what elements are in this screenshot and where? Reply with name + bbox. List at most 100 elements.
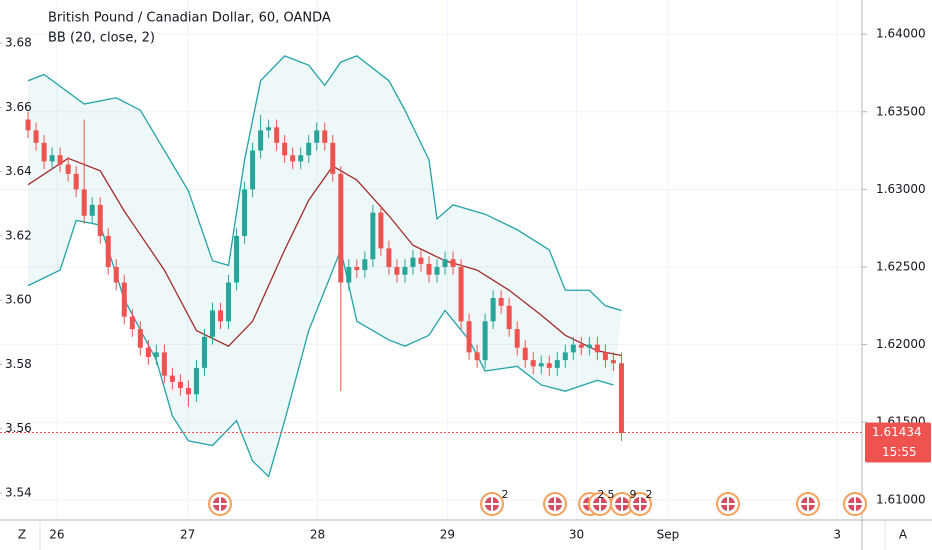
candle-body — [65, 164, 71, 174]
candle-body — [201, 336, 207, 368]
candle-body — [121, 282, 127, 317]
candle-body — [177, 381, 183, 389]
candle-body — [586, 344, 592, 348]
left-y-tick-label: 3.68 — [5, 36, 32, 50]
candle-body — [594, 344, 600, 353]
timezone-button[interactable]: Z — [18, 528, 26, 542]
x-tick-label: 29 — [440, 528, 455, 542]
candle-body — [538, 363, 544, 367]
candle-body — [562, 352, 568, 361]
candle-body — [81, 189, 87, 216]
candle-body — [434, 266, 440, 275]
last-price-box — [865, 422, 931, 463]
candle-body — [282, 142, 288, 156]
candle-body — [169, 375, 175, 382]
countdown-label: 15:55 — [882, 445, 917, 459]
candle-body — [410, 257, 416, 267]
y-tick-label: 1.64000 — [876, 27, 926, 41]
left-y-tick-label: 3.58 — [5, 357, 32, 371]
candle-body — [97, 204, 103, 236]
candle-body — [386, 248, 392, 267]
candle-body — [338, 173, 344, 283]
grid — [0, 0, 867, 520]
candle-body — [209, 310, 215, 337]
left-y-tick-label: 3.56 — [5, 421, 32, 435]
x-tick-label: 28 — [310, 528, 325, 542]
y-tick-label: 1.62500 — [876, 259, 926, 273]
candle-body — [514, 329, 520, 348]
candle-body — [474, 352, 480, 361]
event-count: 5 — [608, 488, 615, 501]
candle-body — [378, 212, 384, 249]
candle-body — [218, 310, 224, 322]
event-count: 2 — [502, 488, 509, 501]
candle-body — [290, 155, 296, 162]
band-fill — [28, 55, 622, 477]
candle-body — [418, 257, 424, 264]
bb-lower — [27, 219, 614, 478]
x-tick-label: 27 — [180, 528, 195, 542]
candle-body — [394, 266, 400, 275]
left-y-tick-label: 3.54 — [5, 486, 32, 500]
candle-body — [153, 352, 159, 358]
candle-body — [57, 155, 63, 165]
candle-body — [137, 329, 143, 348]
left-y-tick-label: 3.64 — [5, 164, 32, 178]
candle-body — [41, 142, 47, 162]
candle-body — [185, 388, 191, 395]
candle-body — [442, 259, 448, 267]
candle-body — [113, 266, 119, 283]
candle-body — [426, 263, 432, 275]
x-tick-label: 3 — [833, 528, 841, 542]
candle-body — [250, 150, 256, 190]
candle-body — [570, 344, 576, 353]
candle-body — [73, 173, 79, 190]
candle-body — [242, 189, 248, 236]
candle-body — [145, 347, 151, 358]
candle-body — [354, 266, 360, 271]
candle-body — [306, 142, 312, 156]
candle-body — [482, 321, 488, 361]
candle-body — [530, 360, 536, 367]
candle-body — [274, 127, 280, 143]
candle-body — [161, 352, 167, 376]
auto-scale-button[interactable]: A — [899, 528, 908, 542]
event-count: 2 — [646, 488, 653, 501]
candle-body — [49, 155, 55, 162]
left-y-tick-label: 3.66 — [5, 100, 32, 114]
y-tick-label: 1.63500 — [876, 104, 926, 118]
last-price-label: 1.61434 — [872, 425, 922, 439]
candle-body — [25, 119, 31, 131]
candle-body — [578, 344, 584, 348]
candle-body — [193, 367, 199, 395]
candle-body — [402, 266, 408, 275]
bb-upper — [27, 55, 622, 312]
left-y-tick-label: 3.62 — [5, 228, 32, 242]
x-tick-label: Sep — [657, 528, 680, 542]
candle-body — [105, 235, 111, 267]
y-tick-label: 1.62000 — [876, 337, 926, 351]
candle-body — [610, 360, 616, 364]
candle-body — [618, 363, 624, 434]
candle-body — [298, 155, 304, 162]
x-tick-label: 26 — [49, 528, 64, 542]
candle-body — [89, 204, 95, 216]
event-count: 9 — [630, 488, 637, 501]
candle-body — [362, 259, 368, 271]
candle-body — [322, 130, 328, 143]
y-tick-label: 1.61000 — [876, 492, 926, 506]
candle-body — [458, 266, 464, 322]
candle-body — [33, 130, 39, 143]
left-y-tick-label: 3.60 — [5, 293, 32, 307]
candle-body — [506, 305, 512, 330]
candle-body — [314, 130, 320, 143]
candle-body — [498, 298, 504, 306]
candle-body — [258, 130, 264, 151]
candle-body — [546, 363, 552, 368]
candle-body — [522, 347, 528, 361]
candle-body — [450, 259, 456, 267]
chart-title: British Pound / Canadian Dollar, 60, OAN… — [48, 11, 331, 26]
indicator-label: BB (20, close, 2) — [48, 31, 155, 46]
